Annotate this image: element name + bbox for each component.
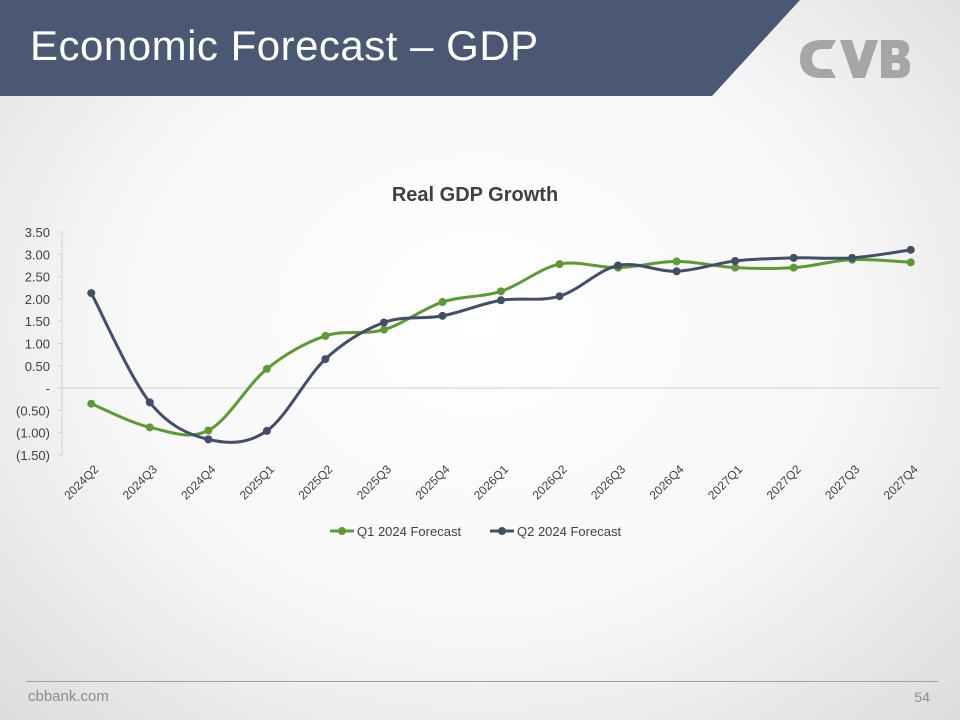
legend: Q1 2024 Forecast Q2 2024 Forecast xyxy=(330,524,621,539)
x-tick-label: 2024Q2 xyxy=(61,462,101,502)
data-point xyxy=(145,423,154,432)
y-tick-label: 2.00 xyxy=(25,292,50,307)
chart-title: Real GDP Growth xyxy=(392,184,558,206)
y-tick-label: 3.50 xyxy=(25,225,50,240)
gdp-line-chart: Real GDP Growth 3.50 3.00 2.50 2.00 1.50 1.00… xyxy=(16,184,940,539)
data-point xyxy=(321,331,330,340)
y-tick-label: - xyxy=(46,381,50,396)
data-point xyxy=(789,263,798,272)
footer-divider xyxy=(26,681,938,682)
data-point xyxy=(204,435,213,444)
data-point xyxy=(262,364,271,373)
data-point xyxy=(379,318,388,327)
y-tick-label: (1.00) xyxy=(16,426,50,441)
x-tick-label: 2026Q1 xyxy=(471,462,511,502)
page-number: 54 xyxy=(914,689,930,705)
data-point xyxy=(321,355,330,364)
y-axis: 3.50 3.00 2.50 2.00 1.50 1.00 0.50 - (0.50) (1.00… xyxy=(16,225,63,463)
data-point xyxy=(497,296,505,305)
data-point xyxy=(614,261,623,270)
x-tick-label: 2025Q4 xyxy=(412,462,452,502)
data-point xyxy=(497,287,505,296)
x-tick-label: 2027Q1 xyxy=(705,462,745,502)
data-point xyxy=(204,426,213,435)
y-tick-label: 3.00 xyxy=(25,247,50,262)
x-tick-label: 2025Q2 xyxy=(295,462,335,502)
data-point xyxy=(555,292,564,301)
data-point xyxy=(379,325,388,334)
data-point xyxy=(848,253,857,262)
series-2 xyxy=(87,245,915,444)
x-tick-label: 2025Q1 xyxy=(237,462,277,502)
data-point xyxy=(438,298,447,307)
data-point xyxy=(906,258,915,267)
y-tick-label: 2.50 xyxy=(25,270,50,285)
data-point xyxy=(438,311,447,320)
data-point xyxy=(731,263,740,272)
series-line xyxy=(89,248,911,444)
cvb-logo xyxy=(800,40,910,78)
page-title: Economic Forecast – GDP xyxy=(30,22,539,69)
y-tick-label: 1.00 xyxy=(25,337,50,352)
legend-marker xyxy=(498,527,506,535)
y-tick-label: 0.50 xyxy=(25,359,50,374)
y-tick-label: 1.50 xyxy=(25,314,50,329)
data-point xyxy=(555,260,564,269)
x-tick-label: 2024Q4 xyxy=(178,462,218,502)
title-banner-shape xyxy=(0,0,800,96)
plot-area xyxy=(87,245,915,444)
series-1 xyxy=(87,255,915,437)
x-tick-label: 2026Q2 xyxy=(530,462,570,502)
data-point xyxy=(87,399,96,408)
title-banner: Economic Forecast – GDP xyxy=(0,0,960,96)
x-tick-label: 2026Q4 xyxy=(647,462,687,502)
data-point xyxy=(906,245,915,254)
x-tick-label: 2027Q4 xyxy=(881,462,921,502)
data-point xyxy=(262,426,271,435)
legend-label: Q1 2024 Forecast xyxy=(357,524,461,539)
legend-item: Q2 2024 Forecast xyxy=(490,524,621,539)
data-point xyxy=(789,253,798,262)
footer-website: cbbank.com xyxy=(28,688,109,705)
series-line xyxy=(90,257,911,437)
x-tick-label: 2025Q3 xyxy=(354,462,394,502)
x-tick-label: 2027Q3 xyxy=(822,462,862,502)
y-tick-label: (0.50) xyxy=(16,403,50,418)
x-tick-label: 2026Q3 xyxy=(588,462,628,502)
legend-item: Q1 2024 Forecast xyxy=(330,524,461,539)
legend-label: Q2 2024 Forecast xyxy=(517,524,621,539)
data-point xyxy=(87,289,96,298)
data-point xyxy=(672,267,681,276)
x-tick-label: 2024Q3 xyxy=(120,462,160,502)
legend-marker xyxy=(338,527,346,535)
y-tick-label: (1.50) xyxy=(16,448,50,463)
x-tick-label: 2027Q2 xyxy=(764,462,804,502)
data-point xyxy=(672,257,681,266)
data-point xyxy=(145,398,154,407)
data-point xyxy=(731,256,740,265)
x-axis: 2024Q2 2024Q3 2024Q4 2025Q1 2025Q2 2025Q3 2025… xyxy=(61,387,940,502)
